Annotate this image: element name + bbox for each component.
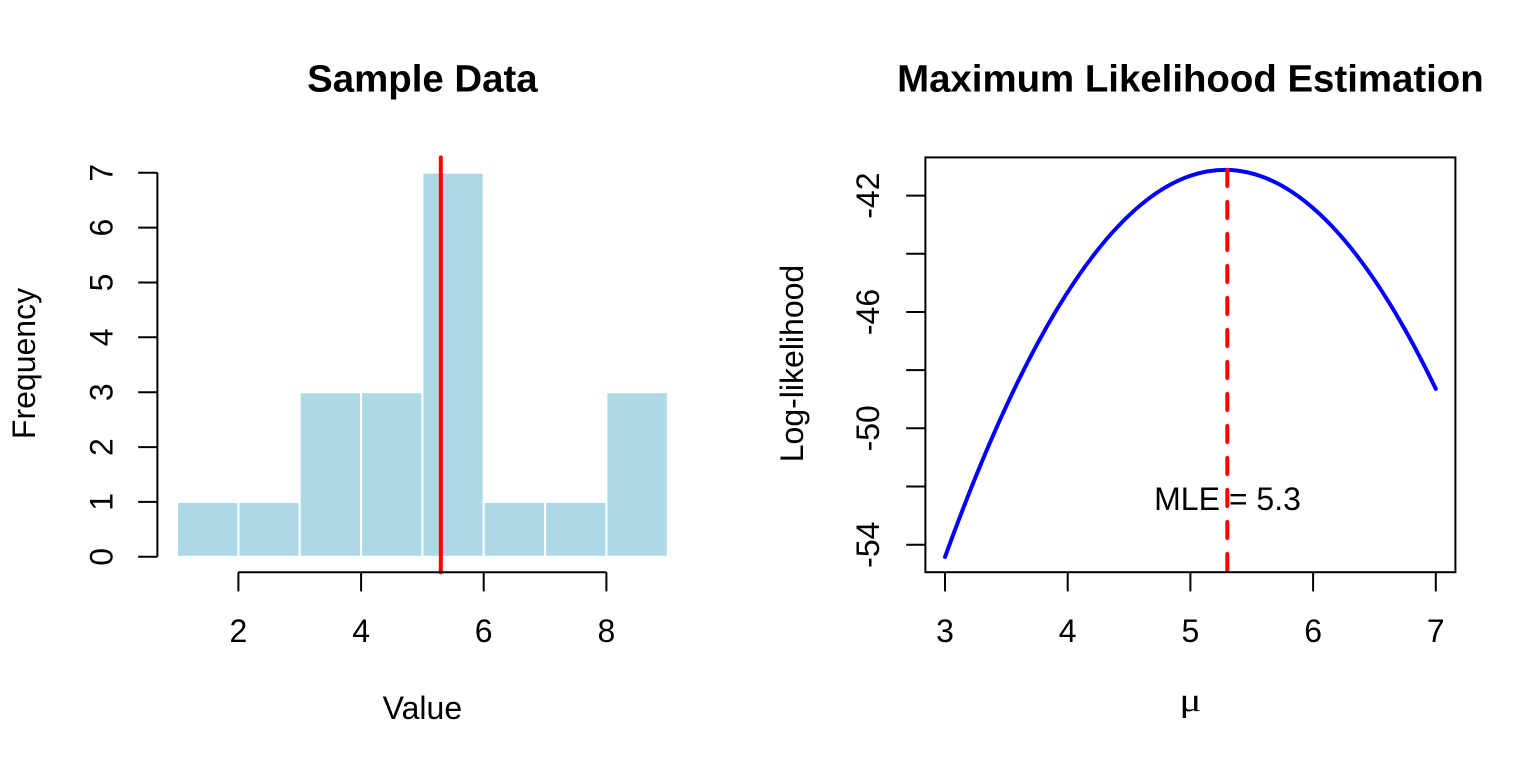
svg-text:Frequency: Frequency [6, 288, 42, 439]
svg-text:-50: -50 [850, 405, 886, 451]
svg-text:5: 5 [1182, 613, 1200, 649]
svg-text:3: 3 [84, 383, 120, 401]
svg-text:-46: -46 [850, 289, 886, 335]
svg-text:6: 6 [475, 613, 493, 649]
svg-text:2: 2 [230, 613, 248, 649]
svg-text:2: 2 [84, 438, 120, 456]
svg-text:0: 0 [84, 548, 120, 566]
svg-text:7: 7 [1427, 613, 1445, 649]
svg-text:Maximum Likelihood Estimation: Maximum Likelihood Estimation [897, 58, 1484, 101]
svg-text:MLE = 5.3: MLE = 5.3 [1154, 481, 1301, 517]
svg-text:-54: -54 [850, 522, 886, 568]
svg-text:5: 5 [84, 274, 120, 292]
svg-text:7: 7 [84, 164, 120, 182]
svg-text:Log-likelihood: Log-likelihood [774, 265, 810, 462]
svg-text:8: 8 [598, 613, 616, 649]
svg-text:6: 6 [84, 219, 120, 237]
svg-text:4: 4 [352, 613, 370, 649]
svg-text:-42: -42 [850, 172, 886, 218]
svg-text:4: 4 [84, 328, 120, 346]
svg-text:Sample Data: Sample Data [307, 58, 538, 101]
svg-text:6: 6 [1304, 613, 1322, 649]
svg-text:3: 3 [936, 613, 954, 649]
svg-text:μ: μ [1179, 683, 1201, 719]
svg-text:4: 4 [1059, 613, 1077, 649]
svg-text:1: 1 [84, 493, 120, 511]
svg-text:Value: Value [383, 690, 462, 726]
